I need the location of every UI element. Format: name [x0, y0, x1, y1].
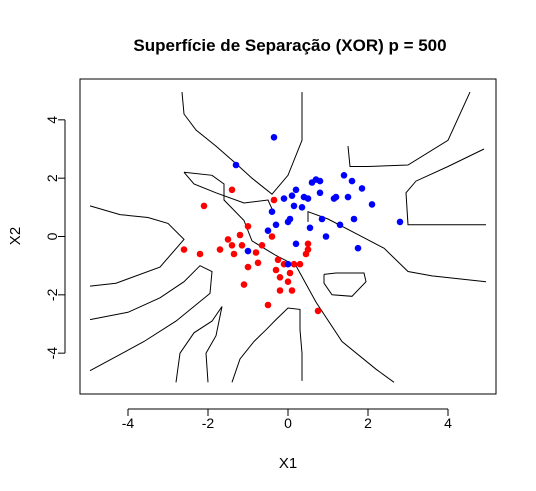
- data-point-class_b: [350, 215, 358, 223]
- y-axis-label: X2: [7, 227, 24, 245]
- data-point-class_b: [332, 193, 340, 201]
- data-point-class_a: [244, 223, 252, 230]
- data-point-class_a: [268, 233, 276, 240]
- data-point-class_b: [348, 177, 356, 185]
- x-tick-label: 0: [284, 415, 292, 431]
- data-point-class_b: [316, 189, 324, 197]
- data-point-class_b: [270, 134, 278, 141]
- contour-line: [231, 307, 303, 383]
- data-point-class_a: [230, 250, 238, 258]
- data-point-class_b: [272, 221, 280, 229]
- data-point-class_a: [180, 246, 188, 253]
- data-point-class_a: [284, 278, 292, 286]
- data-point-class_b: [232, 161, 240, 169]
- data-point-class_b: [268, 208, 276, 215]
- data-point-class_b: [306, 224, 314, 232]
- data-point-class_b: [354, 244, 362, 252]
- data-point-class_a: [276, 274, 284, 281]
- data-point-class_b: [358, 185, 366, 192]
- x-tick-label: -2: [202, 415, 215, 431]
- contour-line: [307, 210, 487, 283]
- contour-line: [405, 148, 486, 226]
- data-point-class_a: [314, 307, 322, 315]
- data-point-class_b: [340, 172, 348, 179]
- x-axis-label: X1: [279, 455, 297, 472]
- decision-boundary-contours: [89, 91, 487, 383]
- y-tick-label: -4: [44, 347, 60, 360]
- contour-line: [181, 92, 303, 195]
- data-point-class_b: [280, 195, 288, 202]
- plot-frame: [79, 78, 497, 395]
- data-point-class_a: [196, 250, 204, 258]
- x-tick-label: 2: [364, 415, 372, 431]
- contour-line: [347, 91, 471, 167]
- data-point-class_b: [284, 260, 292, 268]
- data-point-class_b: [264, 227, 272, 234]
- contour-line: [183, 171, 395, 383]
- y-tick-label: 4: [44, 116, 60, 124]
- data-point-class_a: [224, 236, 232, 243]
- data-point-class_a: [236, 231, 244, 239]
- data-point-class_a: [288, 287, 296, 294]
- y-axis: -4 -2 0 2 4: [44, 116, 66, 360]
- data-point-class_a: [254, 259, 262, 267]
- data-point-class_b: [322, 233, 330, 240]
- data-point-class_b: [396, 218, 404, 226]
- x-axis: -4 -2 0 2 4: [122, 408, 452, 431]
- data-point-class_b: [298, 204, 306, 211]
- data-point-class_b: [316, 177, 324, 185]
- data-point-class_a: [296, 260, 304, 268]
- data-point-class_a: [252, 249, 260, 256]
- contour-line: [175, 306, 223, 383]
- data-point-class_a: [274, 256, 282, 264]
- data-point-class_b: [318, 215, 326, 223]
- data-point-class_a: [276, 287, 284, 294]
- data-point-class_a: [304, 240, 312, 248]
- data-point-class_a: [286, 269, 294, 277]
- data-point-class_b: [286, 215, 294, 223]
- data-point-class_a: [228, 186, 236, 194]
- data-point-class_b: [336, 221, 344, 229]
- data-point-class_a: [200, 202, 208, 210]
- data-point-class_b: [292, 186, 300, 194]
- contour-line: [89, 265, 213, 372]
- data-point-class_a: [304, 246, 312, 253]
- chart-title: Superfície de Separação (XOR) p = 500: [133, 36, 446, 55]
- data-points: [180, 134, 404, 315]
- x-tick-label: 4: [444, 415, 452, 431]
- y-tick-label: 0: [44, 232, 60, 240]
- y-tick-label: -2: [44, 288, 60, 301]
- data-point-class_a: [238, 242, 246, 249]
- data-point-class_a: [258, 242, 266, 249]
- data-point-class_b: [368, 201, 376, 208]
- data-point-class_b: [290, 202, 298, 210]
- data-point-class_a: [244, 263, 252, 271]
- data-point-class_b: [244, 247, 252, 255]
- data-point-class_b: [288, 192, 296, 199]
- x-tick-label: -4: [122, 415, 135, 431]
- data-point-class_b: [292, 240, 300, 248]
- data-point-class_b: [304, 195, 312, 202]
- data-point-class_a: [216, 246, 224, 253]
- data-point-class_a: [270, 196, 278, 204]
- data-point-class_a: [240, 281, 248, 288]
- contour-line: [183, 171, 273, 210]
- data-point-class_a: [264, 301, 272, 309]
- data-point-class_a: [228, 242, 236, 249]
- contour-line: [89, 205, 185, 287]
- contour-line: [323, 272, 367, 297]
- data-point-class_a: [290, 260, 298, 268]
- data-point-class_a: [272, 266, 280, 274]
- y-tick-label: 2: [44, 174, 60, 182]
- data-point-class_b: [344, 193, 352, 201]
